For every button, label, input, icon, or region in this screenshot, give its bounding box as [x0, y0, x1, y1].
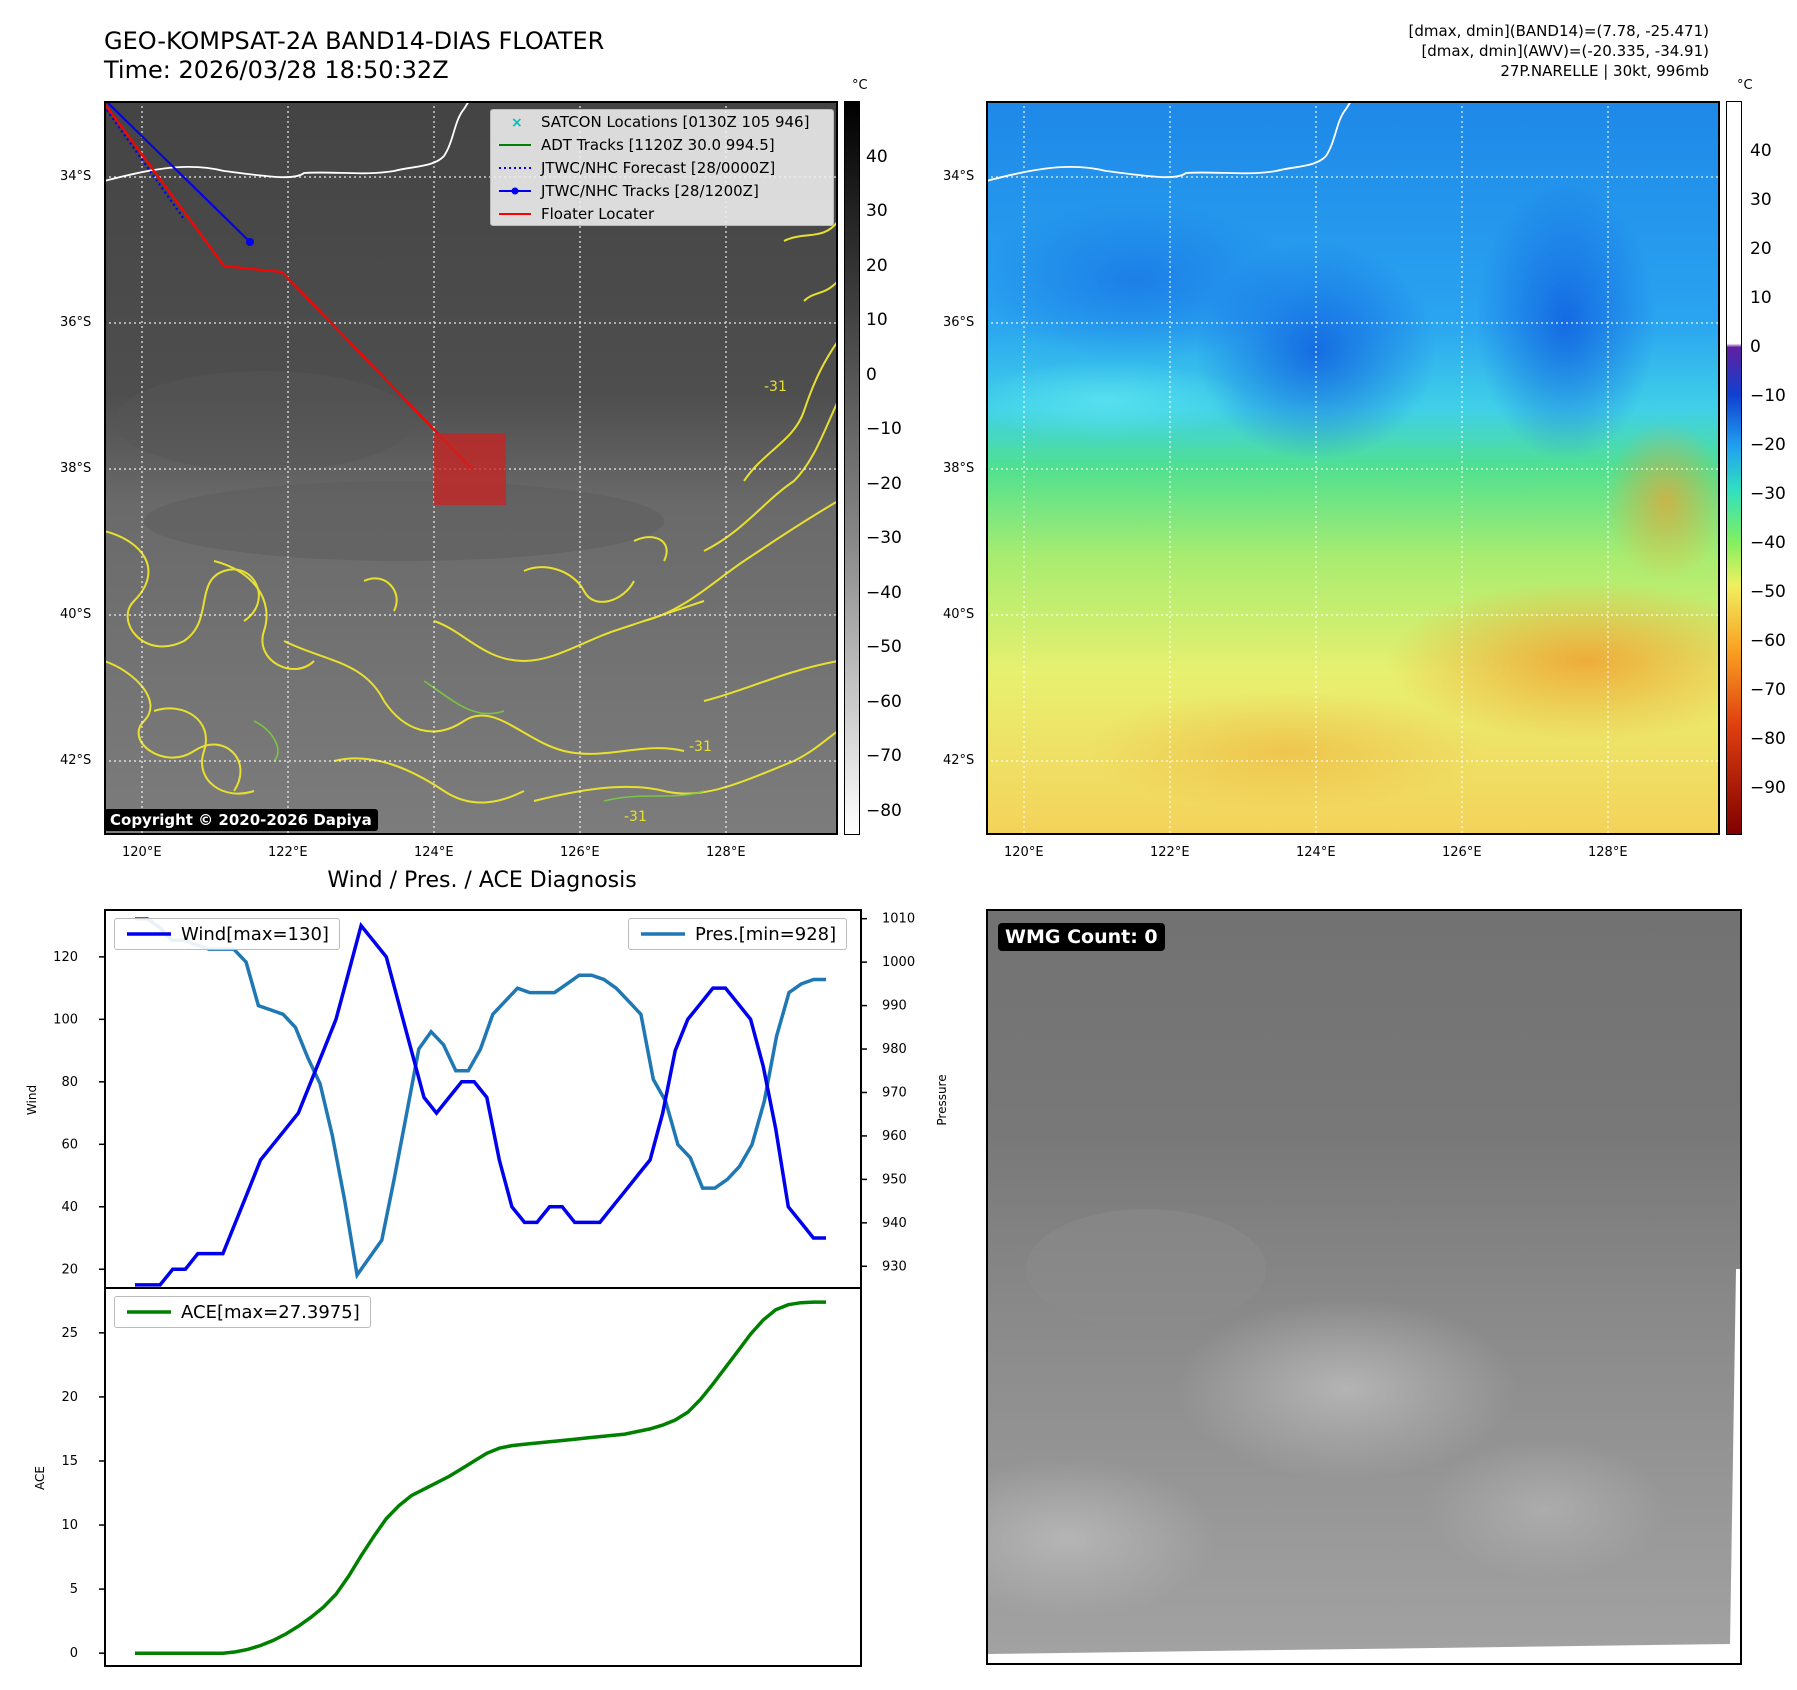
pressure-series-line [135, 916, 826, 1280]
y-tick-label: 950 [882, 1172, 907, 1187]
lat-tick: 42°S [60, 753, 92, 768]
lat-tick: 40°S [943, 607, 975, 622]
y-tick-label: 15 [61, 1454, 78, 1469]
pressure-axis-label: Pressure [935, 1074, 949, 1125]
legend-floater: Floater Locater [491, 202, 833, 225]
y-tick-label: 60 [61, 1137, 78, 1152]
lat-tick: 36°S [943, 315, 975, 330]
y-tick-label: 980 [882, 1042, 907, 1057]
lon-tick: 120°E [122, 845, 162, 860]
colorbar-unit: °C [1737, 78, 1753, 93]
y-tick-label: 930 [882, 1259, 907, 1274]
copyright-badge: Copyright © 2020-2026 Dapiya [104, 809, 378, 831]
y-tick-label: 5 [70, 1582, 78, 1597]
wmg-image [916, 909, 1742, 1665]
line-dot-icon [499, 187, 531, 194]
map-legend: × SATCON Locations [0130Z 105 946] ADT T… [490, 109, 834, 226]
coastline [103, 100, 470, 182]
info-storm: 27P.NARELLE | 30kt, 996mb [1500, 62, 1709, 80]
y-tick-label: 20 [61, 1262, 78, 1277]
solid-line-icon [499, 212, 531, 215]
lon-tick: 124°E [1296, 845, 1336, 860]
wind-axis-label: Wind [25, 1085, 39, 1115]
coastline [985, 100, 1352, 182]
wind-legend: Wind[max=130] [114, 918, 340, 950]
dotted-line-icon [499, 166, 531, 169]
y-tick-label: 25 [61, 1326, 78, 1341]
solid-line-icon [499, 143, 531, 146]
page-subtitle-time: Time: 2026/03/28 18:50:32Z [104, 56, 449, 84]
ace-series-line [135, 1300, 826, 1655]
legend-jtwc-tracks: JTWC/NHC Tracks [28/1200Z] [491, 179, 833, 202]
jtwc-track [105, 100, 251, 243]
lon-tick: 126°E [1442, 845, 1482, 860]
ir-map-panel: -31 -31 -31 × SATCON Locati [103, 100, 839, 835]
lat-tick: 36°S [60, 315, 92, 330]
floater-box [434, 433, 506, 505]
legend-jtwc-forecast: JTWC/NHC Forecast [28/0000Z] [491, 156, 833, 179]
ace-legend-line-icon [127, 1310, 171, 1314]
lat-tick: 34°S [943, 169, 975, 184]
floater-track [103, 102, 473, 470]
lon-tick: 122°E [1150, 845, 1190, 860]
pressure-legend-line-icon [641, 932, 685, 936]
wmg-count-badge: WMG Count: 0 [998, 923, 1165, 951]
ir-colorbar-ticks: 40 30 20 10 0 −10 −20 −30 −40 −50 −60 −7… [866, 147, 902, 821]
y-tick-label: 1010 [882, 912, 915, 927]
wind-pressure-axes [104, 909, 862, 1289]
y-tick-label: 940 [882, 1216, 907, 1231]
y-tick-label: 20 [61, 1390, 78, 1405]
lon-tick: 128°E [1588, 845, 1628, 860]
contour-label: -31 [689, 739, 712, 755]
y-tick-label: 0 [70, 1646, 78, 1661]
wind-series-line [135, 921, 826, 1287]
y-tick-label: 990 [882, 999, 907, 1014]
lat-tick: 42°S [943, 753, 975, 768]
contour-label: -31 [624, 809, 647, 825]
ace-legend: ACE[max=27.3975] [114, 1296, 371, 1328]
ir-colorbar [844, 101, 860, 835]
svg-text:×: × [511, 115, 523, 129]
y-tick-label: 1000 [882, 955, 915, 970]
ace-axes [104, 1287, 862, 1667]
awv-colorbar [1726, 101, 1742, 835]
diagnosis-title: Wind / Pres. / ACE Diagnosis [327, 868, 637, 893]
awv-map-image [966, 100, 1786, 835]
lon-tick: 120°E [1004, 845, 1044, 860]
legend-adt: ADT Tracks [1120Z 30.0 994.5] [491, 133, 833, 156]
x-marker-icon: × [511, 115, 523, 129]
legend-satcon: × SATCON Locations [0130Z 105 946] [491, 110, 833, 133]
contour-label: -31 [764, 379, 787, 395]
lat-tick: 38°S [60, 461, 92, 476]
lon-tick: 122°E [268, 845, 308, 860]
colorbar-unit: °C [852, 78, 868, 93]
page-title: GEO-KOMPSAT-2A BAND14-DIAS FLOATER [104, 27, 605, 55]
contour-lines [103, 220, 839, 804]
lat-tick: 40°S [60, 607, 92, 622]
awv-map-panel [966, 100, 1786, 835]
lon-tick: 124°E [414, 845, 454, 860]
y-tick-label: 80 [61, 1075, 78, 1090]
info-awv: [dmax, dmin](AWV)=(-20.335, -34.91) [1421, 42, 1709, 60]
jtwc-track-point [246, 238, 254, 246]
wmg-panel: WMG Count: 0 [916, 909, 1742, 1665]
pressure-legend: Pres.[min=928] [628, 918, 848, 950]
ace-axis-label: ACE [33, 1466, 47, 1490]
y-tick-label: 10 [61, 1518, 78, 1533]
y-tick-label: 100 [53, 1012, 78, 1027]
lon-tick: 126°E [560, 845, 600, 860]
awv-colorbar-ticks: 40 30 20 10 0 −10 −20 −30 −40 −50 −60 −7… [1750, 141, 1786, 798]
y-tick-label: 970 [882, 1085, 907, 1100]
y-tick-label: 120 [53, 950, 78, 965]
wind-legend-line-icon [127, 932, 171, 936]
lat-tick: 34°S [60, 169, 92, 184]
y-tick-label: 960 [882, 1129, 907, 1144]
y-tick-label: 40 [61, 1200, 78, 1215]
lon-tick: 128°E [706, 845, 746, 860]
jtwc-forecast-track [103, 105, 185, 220]
info-band14: [dmax, dmin](BAND14)=(7.78, -25.471) [1408, 22, 1709, 40]
lat-tick: 38°S [943, 461, 975, 476]
